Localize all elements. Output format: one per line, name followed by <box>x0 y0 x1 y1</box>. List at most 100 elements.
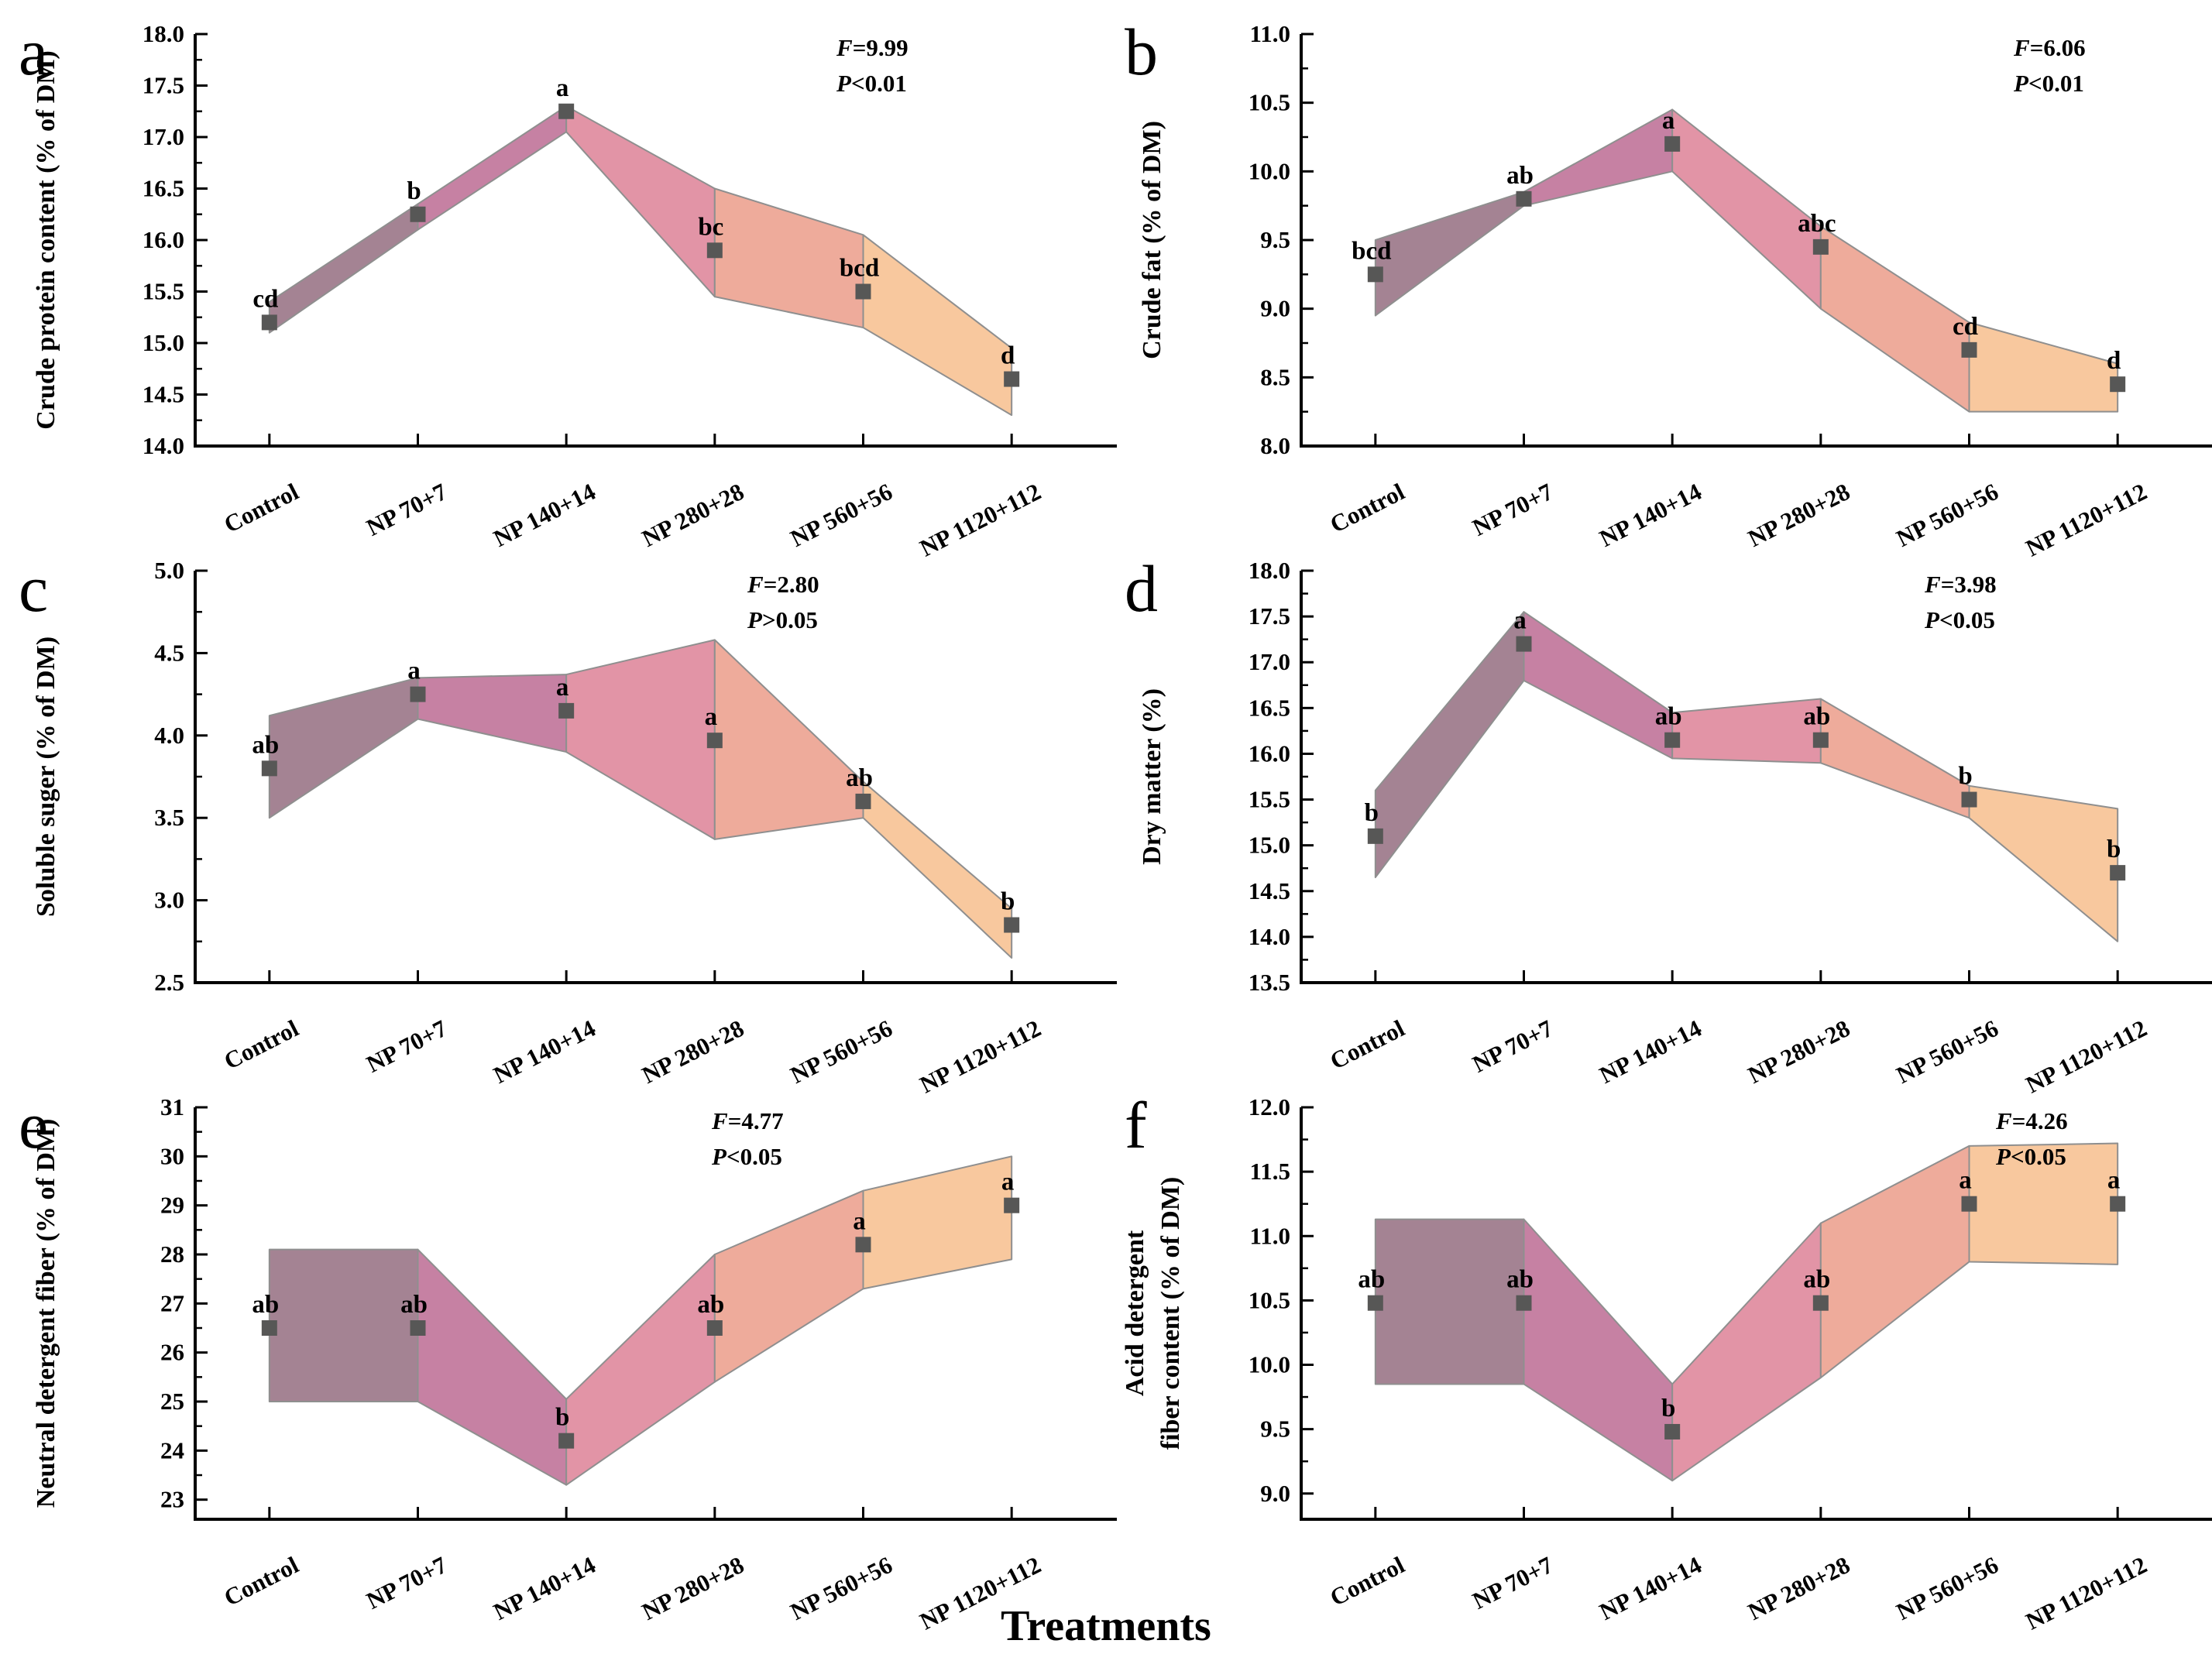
y-tick-label: 14.0 <box>1249 923 1290 950</box>
significance-letter: bcd <box>840 255 879 283</box>
svg-text:P>0.05: P>0.05 <box>747 606 818 633</box>
x-tick-label: NP 70+7 <box>1468 478 1557 541</box>
ribbon-segment <box>1968 1142 2119 1265</box>
x-tick-label: NP 70+7 <box>362 478 451 541</box>
panel-e-svg: 23 24 25 26 27 28 29 30 31 Neutral detergent fibe… <box>19 1088 1117 1635</box>
x-tick-label: Control <box>220 478 304 538</box>
significance-letter: a <box>1959 1167 1972 1195</box>
mean-marker <box>1961 791 1977 808</box>
significance-letter: cd <box>1953 313 1978 341</box>
ribbon-segment <box>862 1155 1013 1290</box>
svg-text:P<0.05: P<0.05 <box>1995 1143 2066 1170</box>
mean-marker <box>2110 1196 2126 1212</box>
significance-letter: ab <box>252 731 279 759</box>
stats-annotation: F=3.98 P<0.05 <box>1924 571 1997 633</box>
y-tick-label: 27 <box>160 1289 184 1316</box>
svg-text:P<0.05: P<0.05 <box>1924 606 1995 633</box>
y-tick-label: 9.0 <box>1260 1480 1290 1507</box>
data-points: b a ab ab b b <box>1365 607 2126 881</box>
y-tick-label: 16.5 <box>143 175 184 202</box>
y-tick-label: 26 <box>160 1339 184 1366</box>
mean-marker <box>706 733 723 749</box>
mean-marker <box>1812 732 1829 748</box>
panel-b: 8.0 8.5 9.0 9.5 10.0 10.5 11.0 Crude fat (% of … <box>1106 0 2212 561</box>
significance-letter: ab <box>1803 1266 1830 1294</box>
svg-text:F=6.06: F=6.06 <box>2013 34 2086 61</box>
ribbon-segment <box>1523 108 1674 207</box>
mean-marker <box>1961 341 1977 358</box>
y-axis: 8.0 8.5 9.0 9.5 10.0 10.5 11.0 <box>1249 20 1314 459</box>
mean-marker <box>1004 371 1020 387</box>
significance-letter: bcd <box>1352 237 1391 265</box>
mean-marker <box>706 242 723 259</box>
significance-letter: b <box>2107 836 2121 863</box>
significance-letter: a <box>556 74 569 102</box>
significance-letter: b <box>407 177 421 205</box>
significance-letter: a <box>2107 1167 2121 1195</box>
x-tick-label: Control <box>1326 478 1410 538</box>
y-tick-label: 16.0 <box>1249 739 1290 767</box>
y-tick-label: 11.0 <box>1249 20 1290 47</box>
y-tick-label: 18.0 <box>1249 557 1290 584</box>
x-tick-label: Control <box>1326 1014 1410 1075</box>
data-points: ab ab b ab a a <box>1358 1167 2126 1440</box>
data-points: bcd ab a abc cd d <box>1352 107 2126 393</box>
mean-marker <box>706 1320 723 1336</box>
svg-text:P<0.01: P<0.01 <box>2013 70 2084 97</box>
significance-letter: a <box>1513 607 1527 635</box>
y-tick-label: 10.5 <box>1249 89 1290 116</box>
ribbon-segment <box>417 105 568 231</box>
significance-letter: b <box>1001 888 1015 916</box>
y-axis-title: Dry matter (%) <box>1138 688 1166 865</box>
data-points: cd b a bc bcd d <box>252 74 1020 387</box>
significance-letter: ab <box>1803 703 1830 731</box>
mean-marker <box>1516 636 1532 652</box>
svg-text:P<0.05: P<0.05 <box>711 1143 782 1170</box>
mean-marker <box>1961 1196 1977 1212</box>
panel-c: 2.5 3.0 3.5 4.0 4.5 5.0 Soluble suger (% of DM… <box>0 537 1117 1098</box>
y-tick-label: 13.5 <box>1249 969 1290 996</box>
svg-text:F=3.98: F=3.98 <box>1924 571 1997 598</box>
mean-marker <box>1367 828 1383 844</box>
y-tick-label: 10.0 <box>1249 157 1290 184</box>
mean-marker <box>1664 136 1681 152</box>
y-tick-label: 4.5 <box>154 639 184 666</box>
svg-text:Neutral detergent fiber (% of: Neutral detergent fiber (% of DM) <box>32 1119 60 1508</box>
y-tick-label: 11.0 <box>1249 1222 1290 1249</box>
y-tick-label: 8.5 <box>1260 363 1290 390</box>
significance-letter: a <box>556 674 569 702</box>
svg-text:F=4.26: F=4.26 <box>1995 1107 2068 1134</box>
svg-text:Dry matter (%): Dry matter (%) <box>1138 688 1166 865</box>
y-tick-label: 28 <box>160 1240 184 1268</box>
significance-letter: ab <box>1655 703 1682 731</box>
x-axis-title: Treatments <box>1001 1602 1211 1650</box>
ribbon-segment <box>713 1189 864 1383</box>
significance-letter: d <box>2107 347 2121 375</box>
ribbon-segment <box>565 105 716 298</box>
significance-letter: bc <box>698 213 723 241</box>
panel-a-svg: 14.0 14.5 15.0 15.5 16.0 16.5 17.0 17.5 18.0 Crud… <box>19 15 1117 561</box>
y-axis: 14.0 14.5 15.0 15.5 16.0 16.5 17.0 17.5 18.0 <box>143 20 208 459</box>
y-axis: 13.5 14.0 14.5 15.0 15.5 16.0 16.5 17.0 17.5 18.0 <box>1249 557 1314 996</box>
y-tick-label: 10.5 <box>1249 1286 1290 1313</box>
significance-letter: a <box>1001 1168 1015 1196</box>
panel-a: 14.0 14.5 15.0 15.5 16.0 16.5 17.0 17.5 18.0 Crud… <box>0 0 1117 561</box>
svg-text:F=4.77: F=4.77 <box>711 1107 784 1134</box>
y-tick-label: 30 <box>160 1142 184 1169</box>
significance-letter: cd <box>252 285 278 313</box>
y-tick-label: 25 <box>160 1388 184 1415</box>
panel-e: 23 24 25 26 27 28 29 30 31 Neutral detergent fibe… <box>0 1073 1117 1635</box>
ribbon-segment <box>1671 1222 1822 1482</box>
y-tick-label: 17.5 <box>143 72 184 99</box>
significance-letter: a <box>705 703 718 731</box>
mean-marker <box>1516 190 1532 207</box>
svg-text:Crude fat (% of DM): Crude fat (% of DM) <box>1138 121 1166 359</box>
mean-marker <box>558 702 575 719</box>
y-tick-label: 23 <box>160 1486 184 1513</box>
mean-marker <box>2110 376 2126 393</box>
svg-text:Crude protein content (% of DM: Crude protein content (% of DM) <box>32 50 60 429</box>
panel-letter: b <box>1125 15 1158 89</box>
y-tick-label: 14.5 <box>143 381 184 408</box>
mean-marker <box>2110 865 2126 881</box>
y-tick-label: 14.0 <box>143 432 184 459</box>
